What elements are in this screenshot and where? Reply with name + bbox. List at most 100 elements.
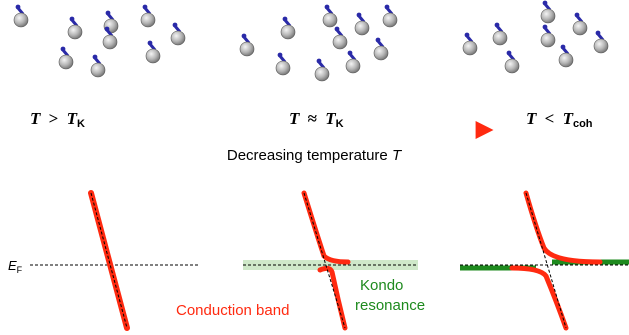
atom-ball-a7 bbox=[90, 62, 106, 78]
atoms-high-temperature bbox=[13, 4, 186, 78]
local-moment-b4 bbox=[334, 26, 344, 37]
atom-ball-b3 bbox=[322, 12, 338, 28]
bare-band-dashed-kondo bbox=[303, 192, 346, 329]
atom-ball-b4 bbox=[332, 34, 348, 50]
atom-ball-a0 bbox=[13, 12, 29, 28]
atom-c2 bbox=[504, 50, 520, 74]
atom-ball-c3 bbox=[540, 8, 556, 24]
atom-c3 bbox=[540, 0, 556, 24]
band-panel-high bbox=[88, 190, 130, 331]
local-moment-c7 bbox=[595, 30, 605, 41]
atom-c0 bbox=[462, 32, 478, 56]
atom-b3 bbox=[322, 4, 338, 28]
local-moment-b2 bbox=[282, 16, 292, 27]
atom-ball-b6 bbox=[373, 45, 389, 61]
local-moment-b6 bbox=[375, 37, 385, 48]
conduction-band-label: Conduction band bbox=[176, 302, 289, 319]
atoms-coherent-temperature bbox=[462, 0, 609, 74]
atom-b7 bbox=[382, 4, 398, 28]
atom-ball-a3 bbox=[140, 12, 156, 28]
atom-b1 bbox=[275, 52, 291, 76]
atom-ball-b1 bbox=[275, 60, 291, 76]
local-moment-a1 bbox=[69, 16, 79, 27]
conduction-band-kondo-upper bbox=[301, 190, 351, 265]
atom-ball-a1 bbox=[67, 24, 83, 40]
atom-a8 bbox=[145, 40, 161, 64]
atom-b4 bbox=[332, 26, 348, 50]
atom-ball-c4 bbox=[540, 32, 556, 48]
local-moment-b9 bbox=[316, 58, 326, 69]
local-moment-b7 bbox=[384, 4, 394, 15]
regime-label-kondo: T ≈ TK bbox=[289, 109, 344, 130]
heavy-band-lower bbox=[509, 265, 569, 331]
atom-ball-a8 bbox=[145, 48, 161, 64]
atom-ball-c6 bbox=[558, 52, 574, 68]
atom-b6 bbox=[373, 37, 389, 61]
atom-ball-c1 bbox=[492, 30, 508, 46]
atom-ball-b0 bbox=[239, 41, 255, 57]
local-moment-c6 bbox=[560, 44, 570, 55]
atom-ball-c0 bbox=[462, 40, 478, 56]
atom-ball-b5 bbox=[354, 20, 370, 36]
conduction-band-kondo-lower bbox=[317, 265, 348, 331]
bare-band-dashed-high bbox=[90, 192, 128, 329]
fermi-level-label: EF bbox=[8, 258, 23, 275]
regime-label-high: T > TK bbox=[30, 109, 85, 130]
atom-b5 bbox=[354, 12, 370, 36]
atom-b9 bbox=[314, 58, 330, 82]
atom-a4 bbox=[170, 22, 186, 46]
local-moment-a4 bbox=[172, 22, 182, 33]
kondo-resonance-label-line2: resonance bbox=[355, 297, 425, 314]
local-moment-a0 bbox=[15, 4, 25, 15]
atom-b8 bbox=[345, 50, 361, 74]
band-panel-kondo bbox=[243, 190, 418, 331]
atom-ball-a6 bbox=[102, 34, 118, 50]
local-moment-a8 bbox=[147, 40, 157, 51]
atom-a5 bbox=[58, 46, 74, 70]
atom-a7 bbox=[90, 54, 106, 78]
atom-c7 bbox=[593, 30, 609, 54]
atom-b2 bbox=[280, 16, 296, 40]
atom-c6 bbox=[558, 44, 574, 68]
band-panel-coherent bbox=[460, 190, 629, 331]
atom-a1 bbox=[67, 16, 83, 40]
regime-label-coherent: T < Tcoh bbox=[526, 109, 593, 130]
local-moment-c2 bbox=[506, 50, 516, 61]
atom-ball-b8 bbox=[345, 58, 361, 74]
local-moment-a7 bbox=[92, 54, 102, 65]
heavy-band-upper bbox=[523, 190, 603, 265]
atom-ball-b9 bbox=[314, 66, 330, 82]
local-moment-c1 bbox=[494, 22, 504, 33]
atom-ball-a5 bbox=[58, 54, 74, 70]
atom-ball-c2 bbox=[504, 58, 520, 74]
atom-c1 bbox=[492, 22, 508, 46]
atom-ball-b7 bbox=[382, 12, 398, 28]
atom-a0 bbox=[13, 4, 29, 28]
atoms-kondo-temperature bbox=[239, 4, 398, 82]
local-moment-a5 bbox=[60, 46, 70, 57]
bare-band-dashed-coherent bbox=[525, 192, 567, 329]
local-moment-c3 bbox=[542, 0, 552, 11]
atom-ball-b2 bbox=[280, 24, 296, 40]
atom-ball-c5 bbox=[572, 20, 588, 36]
local-moment-c5 bbox=[574, 12, 584, 23]
local-moment-a3 bbox=[142, 4, 152, 15]
atom-ball-c7 bbox=[593, 38, 609, 54]
atom-c4 bbox=[540, 24, 556, 48]
local-moment-b3 bbox=[324, 4, 334, 15]
local-moment-b8 bbox=[347, 50, 357, 61]
kondo-resonance-label-line1: Kondo bbox=[360, 277, 403, 294]
local-moment-b0 bbox=[241, 33, 251, 44]
atom-a6 bbox=[102, 26, 118, 50]
local-moment-c0 bbox=[464, 32, 474, 43]
atom-c5 bbox=[572, 12, 588, 36]
atom-ball-a4 bbox=[170, 30, 186, 46]
atom-a3 bbox=[140, 4, 156, 28]
local-moment-b1 bbox=[277, 52, 287, 63]
local-moment-c4 bbox=[542, 24, 552, 35]
atom-b0 bbox=[239, 33, 255, 57]
local-moment-b5 bbox=[356, 12, 366, 23]
local-moment-a2 bbox=[105, 10, 115, 21]
temperature-caption: Decreasing temperature T bbox=[227, 147, 403, 164]
